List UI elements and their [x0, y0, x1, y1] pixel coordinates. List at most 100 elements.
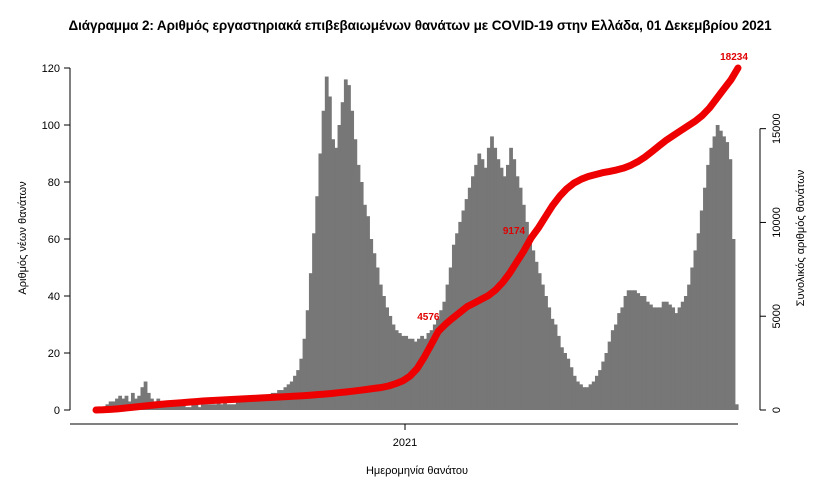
daily-deaths-bar	[677, 307, 682, 410]
daily-deaths-bar	[188, 407, 192, 410]
daily-deaths-bar	[397, 333, 402, 410]
left-y-axis-label: Αριθμός νέων θανάτων	[17, 181, 29, 295]
daily-deaths-bar	[194, 404, 199, 410]
daily-deaths-bar	[715, 125, 720, 410]
daily-deaths-bar	[429, 330, 434, 410]
daily-deaths-bar	[671, 307, 676, 410]
cumulative-deaths-line	[92, 64, 742, 414]
daily-deaths-bar	[423, 338, 428, 410]
daily-deaths-bar	[232, 404, 237, 410]
left-y-tick-label: 0	[54, 405, 60, 417]
daily-deaths-bar	[544, 296, 548, 410]
daily-deaths-bar	[391, 324, 396, 410]
daily-deaths-bar	[680, 301, 685, 410]
daily-deaths-bar	[439, 310, 444, 410]
daily-deaths-bar	[636, 293, 641, 410]
daily-deaths-bar	[308, 273, 313, 410]
cumulative-line-series	[92, 64, 742, 414]
daily-deaths-bar	[569, 367, 574, 410]
daily-deaths-bar	[401, 335, 405, 410]
x-axis-label: Ημερομηνία θανάτου	[366, 465, 468, 477]
daily-deaths-bar	[362, 204, 367, 410]
daily-deaths-bar	[420, 335, 424, 410]
daily-deaths-bar	[448, 267, 453, 410]
daily-deaths-bar	[372, 253, 377, 410]
daily-deaths-bar	[334, 147, 339, 411]
daily-deaths-bar	[315, 196, 320, 410]
daily-deaths-bar	[432, 324, 437, 410]
daily-deaths-bar	[369, 239, 374, 410]
daily-deaths-bar	[258, 395, 262, 410]
daily-deaths-bar	[343, 79, 348, 411]
daily-deaths-bar	[347, 85, 351, 410]
daily-deaths-bar	[417, 338, 421, 410]
daily-deaths-bar	[302, 338, 307, 410]
left-y-tick-label: 100	[42, 120, 60, 132]
left-y-tick-label: 120	[42, 63, 60, 75]
daily-deaths-bar	[623, 296, 628, 410]
daily-deaths-bar	[493, 147, 498, 411]
daily-deaths-bar	[175, 404, 180, 410]
x-tick-label: 2021	[393, 437, 417, 449]
daily-deaths-bar	[474, 164, 478, 410]
daily-deaths-bar	[143, 381, 148, 410]
daily-deaths-bar	[413, 341, 418, 410]
cumulative-annotation-label: 18234	[720, 52, 748, 63]
daily-deaths-bar	[483, 167, 488, 410]
daily-deaths-bar	[626, 290, 631, 410]
daily-deaths-bar	[553, 324, 558, 410]
daily-deaths-bar	[699, 210, 704, 410]
daily-deaths-bar	[264, 395, 269, 410]
daily-deaths-bar	[223, 401, 227, 410]
daily-deaths-bar	[566, 358, 571, 410]
daily-deaths-bar	[534, 261, 539, 410]
daily-deaths-bar	[512, 159, 517, 410]
daily-deaths-bar	[219, 404, 224, 410]
daily-deaths-bar	[366, 216, 370, 410]
daily-deaths-bar	[528, 239, 533, 410]
daily-deaths-bar	[642, 296, 647, 410]
daily-deaths-bar	[486, 147, 491, 411]
daily-deaths-bar	[404, 335, 409, 410]
daily-deaths-bar	[480, 159, 485, 410]
daily-deaths-bar	[639, 296, 644, 410]
daily-deaths-bar	[550, 318, 555, 410]
right-y-tick-label: 15000	[771, 113, 783, 144]
daily-deaths-bar	[394, 330, 399, 410]
daily-deaths-bar	[693, 250, 698, 410]
daily-deaths-bar	[509, 147, 513, 411]
daily-deaths-bar	[388, 315, 393, 410]
daily-deaths-bar	[200, 404, 205, 410]
daily-deaths-bar	[617, 313, 622, 410]
x-axis: 2021	[70, 423, 738, 449]
daily-deaths-bar	[229, 404, 234, 410]
daily-deaths-bar	[703, 187, 707, 410]
daily-deaths-bar	[591, 381, 596, 410]
daily-deaths-bar	[515, 176, 520, 410]
daily-deaths-bar	[728, 159, 733, 410]
left-y-tick-label: 60	[48, 234, 60, 246]
daily-deaths-bar	[118, 395, 123, 410]
daily-deaths-bar	[115, 398, 119, 410]
daily-deaths-bar	[731, 239, 736, 410]
daily-deaths-bar	[725, 142, 730, 410]
daily-deaths-bar	[270, 392, 275, 410]
daily-deaths-bar	[718, 130, 723, 410]
daily-deaths-bar	[356, 164, 361, 410]
daily-deaths-bar	[213, 404, 218, 410]
daily-deaths-bar	[683, 296, 688, 410]
daily-deaths-bar	[436, 318, 440, 410]
daily-deaths-bar	[207, 404, 212, 410]
daily-deaths-bar	[477, 153, 482, 410]
right-y-axis-label: Συνολικός αριθμός θανάτων	[795, 169, 807, 306]
daily-deaths-bar	[328, 96, 332, 410]
daily-deaths-bar	[299, 358, 304, 410]
daily-deaths-bar	[455, 233, 459, 410]
cumulative-annotation-label: 9174	[503, 226, 526, 237]
daily-deaths-bar	[324, 76, 329, 411]
daily-deaths-bar	[531, 250, 536, 410]
daily-deaths-bar	[588, 384, 593, 410]
daily-deaths-bar	[204, 404, 208, 410]
daily-deaths-bar	[226, 404, 231, 410]
daily-deaths-bar	[709, 147, 714, 411]
